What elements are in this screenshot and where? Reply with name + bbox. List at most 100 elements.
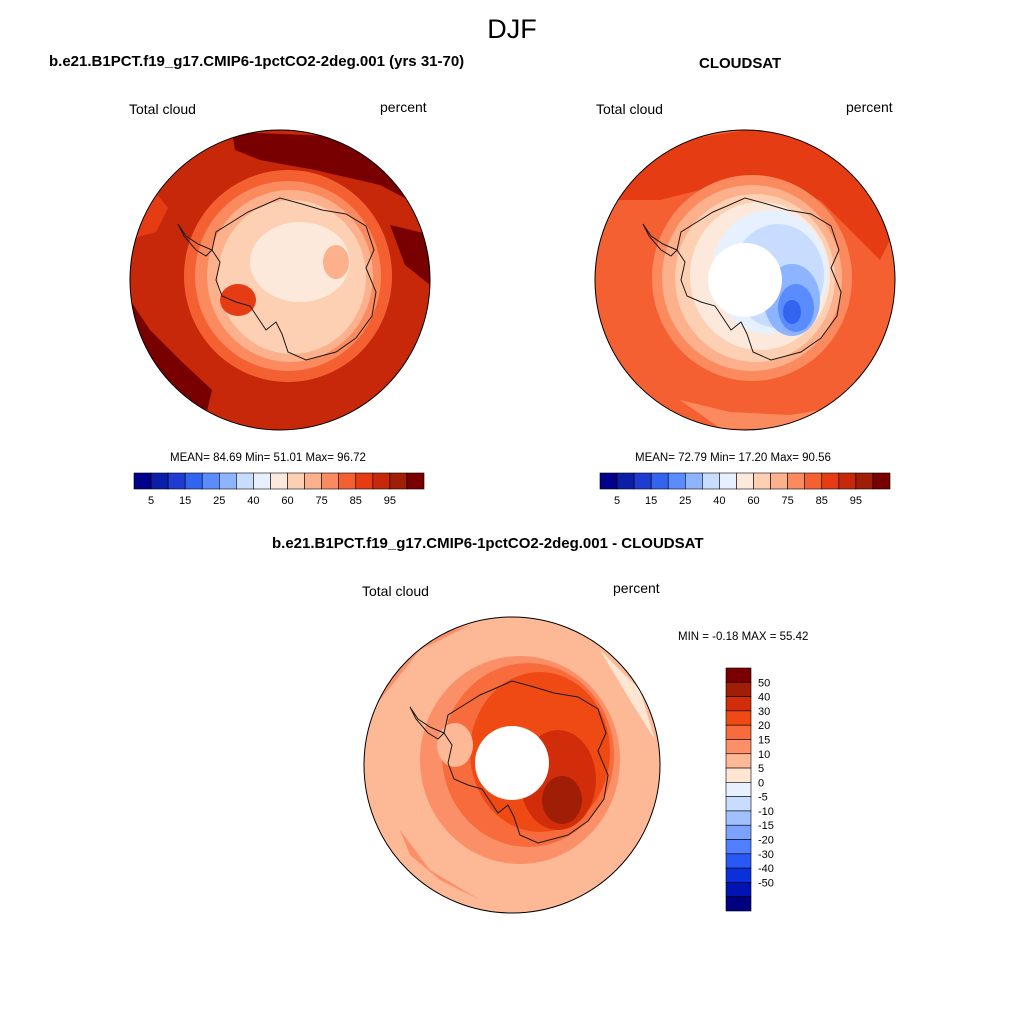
panel1-colorbar-cell	[372, 472, 391, 490]
panel2-colorbar-cell	[821, 472, 840, 490]
panel3-colorbar-cell	[725, 753, 752, 769]
panel3-colorbar-tick-label: -50	[758, 877, 774, 889]
panel1-colorbar-cell	[406, 472, 425, 490]
panel2-colorbar-cell	[838, 472, 857, 490]
panel2-colorbar-tick-label: 95	[850, 495, 862, 507]
panel2-colorbar-cell	[855, 472, 874, 490]
panel1-colorbar-tick-label: 40	[247, 495, 259, 507]
panel3-field-west-light	[437, 723, 473, 767]
panel3-colorbar-cell	[725, 667, 752, 683]
panel1-title: b.e21.B1PCT.f19_g17.CMIP6-1pctCO2-2deg.0…	[49, 53, 465, 70]
panel1-field-ross-shelf	[220, 284, 256, 316]
panel3-stats: MIN = -0.18 MAX = 55.42	[678, 631, 809, 643]
panel2-colorbar-cell	[872, 472, 891, 490]
panel2-variable: Total cloud	[596, 101, 663, 117]
panel3-colorbar-tick-label: 30	[758, 706, 770, 718]
panel3-units: percent	[613, 580, 660, 596]
panel3-colorbar-cell	[725, 867, 752, 883]
panel1-coastline	[211, 197, 377, 361]
panel3-field-max	[542, 776, 582, 824]
panel3-colorbar-tick-label: 40	[758, 692, 770, 704]
panel3-colorbar-tick-label: 0	[758, 777, 764, 789]
season-title: DJF	[487, 14, 537, 44]
panel1-field-max-east	[390, 225, 430, 285]
panel3-colorbar-cell	[725, 782, 752, 797]
panel2-colorbar-tick-label: 60	[747, 495, 759, 507]
panel2-colorbar-tick-label: 5	[614, 495, 620, 507]
panel1-colorbar-cell	[287, 472, 305, 490]
panel3-colorbar-tick-label: 10	[758, 749, 770, 761]
panel3-peninsula	[409, 706, 445, 740]
panel1-colorbar-cell	[133, 472, 152, 490]
panel2-polar-hole	[708, 243, 782, 317]
panel3-map-outline	[363, 616, 661, 914]
panel1-colorbar-cell	[338, 472, 357, 490]
panel3-colorbar-tick-label: 5	[758, 763, 764, 775]
panel3-colorbar-cell	[725, 839, 752, 855]
panel2-colorbar-cell	[804, 472, 823, 490]
panel1-colorbar-cell	[236, 472, 254, 490]
panel1-colorbar-tick-label: 85	[350, 495, 362, 507]
panel3-colorbar-cell	[725, 767, 752, 783]
panel1-variable: Total cloud	[129, 101, 196, 117]
panel3-colorbar-cell	[725, 724, 752, 740]
panel2-field-low3	[783, 300, 801, 324]
panel1-colorbar-cell	[167, 472, 186, 490]
panel3-colorbar-tick-label: 50	[758, 677, 770, 689]
panel3-colorbar-tick-label: -40	[758, 863, 774, 875]
panel2-colorbar-tick-label: 25	[679, 495, 691, 507]
panel1-colorbar-cell	[150, 472, 169, 490]
panel2-units: percent	[846, 99, 893, 115]
panel1-colorbar-cell	[321, 472, 340, 490]
panel2-colorbar-cell	[599, 472, 618, 490]
panel1-field-max-southwest	[130, 300, 212, 420]
panel1-colorbar-tick-label: 95	[384, 495, 396, 507]
panel1-colorbar-tick-label: 15	[179, 495, 191, 507]
panel2-colorbar-cell	[702, 472, 720, 490]
panel1-colorbar-tick-label: 75	[316, 495, 328, 507]
panel1-colorbar-cell	[389, 472, 408, 490]
panel2-map-outline	[594, 129, 896, 431]
panel2-colorbar: 5 15 25 40 60 75 85 95	[599, 472, 891, 507]
panel2-colorbar-cell	[650, 472, 669, 490]
panel3-colorbar-tick-label: -5	[758, 792, 768, 804]
panel2-stats: MEAN= 72.79 Min= 17.20 Max= 90.56	[635, 452, 831, 464]
panel2-colorbar-tick-label: 40	[713, 495, 725, 507]
panel2-colorbar-cell	[736, 472, 754, 490]
panel2-colorbar-cell	[633, 472, 652, 490]
panel3-colorbar-cell	[725, 853, 752, 869]
panel3-colorbar-tick-label: 15	[758, 734, 770, 746]
panel1-field-east-patch	[323, 245, 349, 279]
panel1-colorbar-cell	[184, 472, 203, 490]
panel2-colorbar-cell	[684, 472, 703, 490]
panel2-colorbar-cell	[770, 472, 788, 490]
panel3-colorbar-cell	[725, 882, 752, 898]
panel3-coastline	[443, 680, 609, 844]
panel1-colorbar-tick-label: 60	[281, 495, 293, 507]
panel1-colorbar: 5 15 25 40 60 75 85 95	[133, 472, 425, 507]
panel1-colorbar-cell	[253, 472, 271, 490]
panel2-field-south-patch	[680, 400, 820, 430]
panel3-colorbar-cell	[725, 810, 752, 826]
panel3-colorbar-tick-label: -15	[758, 820, 774, 832]
panel1-stats: MEAN= 84.69 Min= 51.01 Max= 96.72	[170, 452, 366, 464]
panel1-colorbar-tick-label: 25	[213, 495, 225, 507]
panel1-colorbar-cell	[270, 472, 288, 490]
panel3-variable: Total cloud	[362, 583, 429, 599]
panel2-coastline	[676, 197, 842, 361]
panel2-colorbar-tick-label: 15	[645, 495, 657, 507]
panel1-colorbar-tick-label: 5	[148, 495, 154, 507]
panel3-colorbar-tick-label: 20	[758, 720, 770, 732]
panel2-colorbar-cell	[719, 472, 737, 490]
panel1-colorbar-cell	[218, 472, 237, 490]
panel1-map	[129, 129, 431, 431]
panel3-colorbar-cell	[725, 896, 752, 912]
panel2-title: CLOUDSAT	[699, 55, 782, 72]
panel2-colorbar-tick-label: 85	[816, 495, 828, 507]
panel3-colorbar-cell	[725, 710, 752, 726]
panel3-title: b.e21.B1PCT.f19_g17.CMIP6-1pctCO2-2deg.0…	[272, 535, 704, 552]
panel1-colorbar-cell	[355, 472, 374, 490]
panel3-colorbar-tick-label: -10	[758, 806, 774, 818]
